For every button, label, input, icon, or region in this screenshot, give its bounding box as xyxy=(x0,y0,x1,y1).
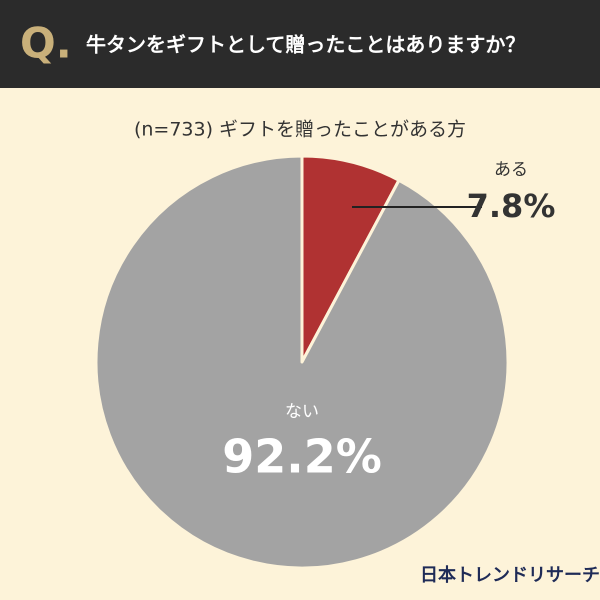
value-label: 7.8% xyxy=(467,187,556,225)
chart-subtitle: (n=733) ギフトを贈ったことがある方 xyxy=(134,119,466,141)
brand-logo: 日本トレンドリサーチ xyxy=(420,564,600,586)
pie-slice xyxy=(94,154,510,570)
slice-label: ある xyxy=(494,160,528,180)
question-mark: Q. xyxy=(20,19,72,68)
chart-title: 牛タンをギフトとして贈ったことはありますか？ xyxy=(86,33,525,57)
value-label: 92.2% xyxy=(222,430,382,484)
slice-label: ない xyxy=(285,402,319,422)
header-bar xyxy=(0,0,600,88)
